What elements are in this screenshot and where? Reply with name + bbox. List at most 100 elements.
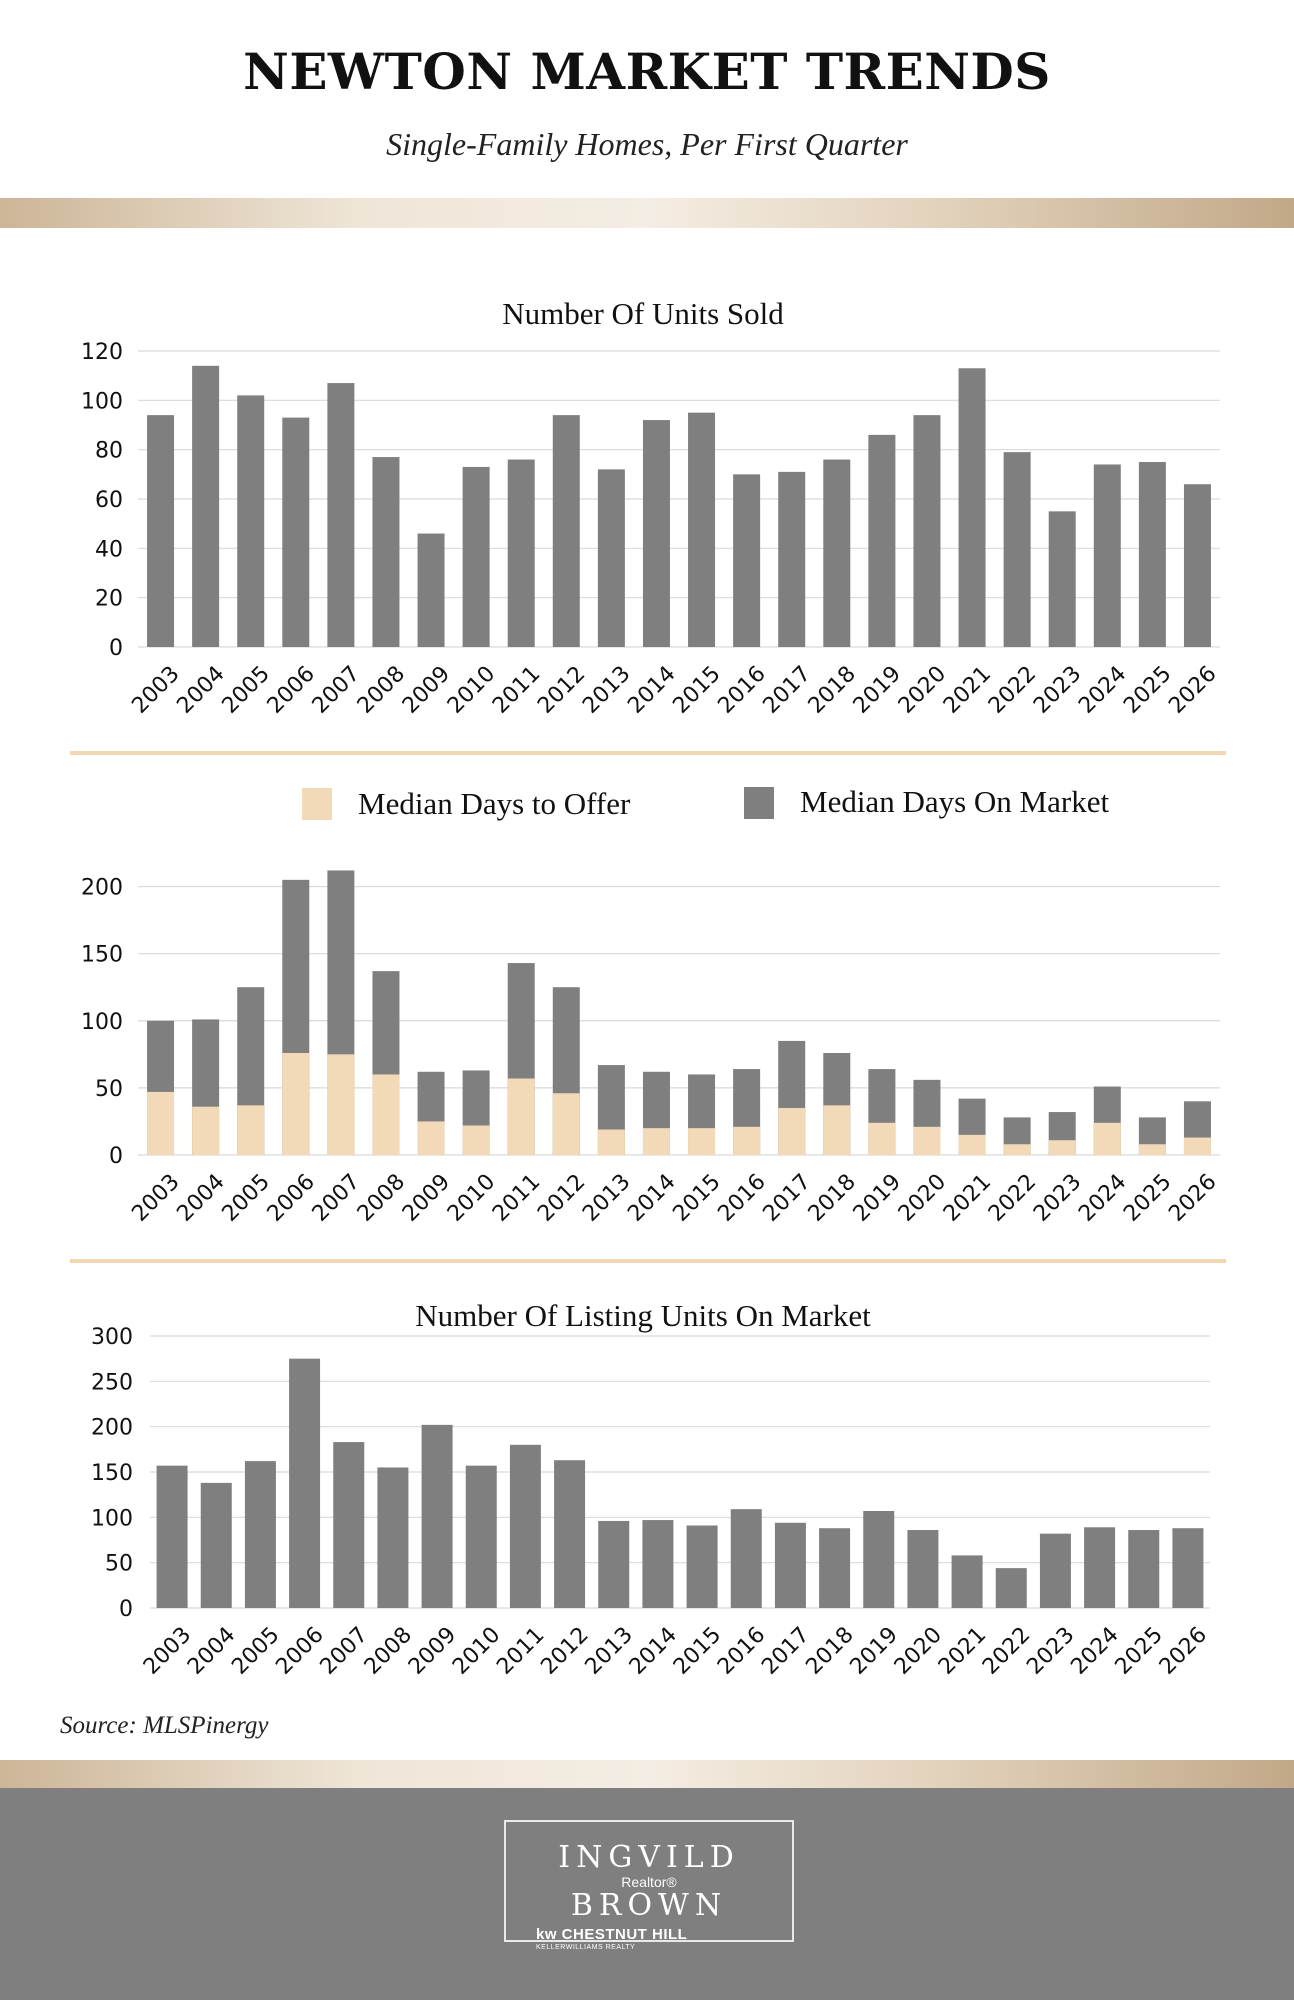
x-tick-label: 2012	[533, 1169, 590, 1226]
x-tick-label: 2005	[218, 661, 275, 718]
bar	[237, 395, 265, 647]
y-tick-label: 50	[105, 1552, 133, 1577]
x-tick-label: 2011	[488, 661, 545, 718]
x-tick-label: 2019	[849, 1169, 906, 1226]
x-tick-label: 2025	[1119, 661, 1176, 718]
x-tick-label: 2026	[1155, 1622, 1212, 1679]
x-tick-label: 2010	[448, 1622, 505, 1679]
bar	[995, 1568, 1027, 1608]
page-subtitle: Single-Family Homes, Per First Quarter	[386, 126, 908, 162]
bar	[200, 1482, 232, 1608]
bar-days-to-offer	[1093, 1122, 1121, 1155]
bar	[642, 1520, 674, 1608]
bar-days-to-offer	[282, 1052, 310, 1155]
x-tick-label: 2013	[578, 1169, 635, 1226]
bar	[1183, 484, 1211, 647]
x-tick-label: 2022	[978, 1622, 1035, 1679]
x-tick-label: 2013	[578, 661, 635, 718]
bar	[282, 417, 310, 647]
bar-days-to-offer	[733, 1126, 761, 1155]
footer	[0, 1788, 1294, 2000]
bar-days-to-offer	[597, 1129, 625, 1155]
y-tick-label: 150	[91, 1461, 133, 1486]
legend-swatch-days-on-market	[744, 787, 774, 819]
bar	[417, 533, 445, 647]
y-tick-label: 120	[81, 340, 123, 365]
bar	[1039, 1533, 1071, 1608]
units-sold-chart: Number Of Units Sold02040608010012020032…	[81, 296, 1222, 719]
y-tick-label: 0	[109, 1144, 123, 1169]
bar-days-to-offer	[778, 1108, 806, 1155]
bar	[730, 1509, 762, 1608]
bar	[819, 1528, 851, 1608]
bar	[554, 1460, 586, 1608]
bar-days-to-offer	[462, 1125, 490, 1155]
bar	[156, 1465, 188, 1608]
bar	[244, 1461, 276, 1608]
bar-days-to-offer	[417, 1121, 445, 1155]
x-tick-label: 2013	[581, 1622, 638, 1679]
bar	[951, 1555, 983, 1608]
x-tick-label: 2019	[849, 661, 906, 718]
y-tick-label: 200	[81, 876, 123, 901]
page-title: NEWTON MARKET TRENDS	[243, 42, 1051, 101]
x-tick-label: 2026	[1164, 1169, 1221, 1226]
x-tick-label: 2016	[713, 661, 770, 718]
x-tick-label: 2003	[139, 1622, 196, 1679]
bottom-decorative-band	[0, 1760, 1294, 1790]
y-tick-label: 100	[81, 389, 123, 414]
x-tick-label: 2007	[308, 1169, 365, 1226]
x-tick-label: 2006	[271, 1622, 328, 1679]
x-tick-label: 2012	[536, 1622, 593, 1679]
x-tick-label: 2016	[713, 1169, 770, 1226]
x-tick-label: 2009	[404, 1622, 461, 1679]
bar-days-to-offer	[823, 1105, 851, 1155]
x-tick-label: 2010	[443, 661, 500, 718]
x-tick-label: 2003	[127, 1169, 184, 1226]
x-tick-label: 2009	[398, 661, 455, 718]
x-tick-label: 2018	[801, 1622, 858, 1679]
bar	[333, 1442, 365, 1608]
x-tick-label: 2021	[939, 1169, 996, 1226]
bar-days-to-offer	[868, 1122, 896, 1155]
logo-first-name: INGVILD	[558, 1840, 740, 1875]
x-tick-label: 2023	[1022, 1622, 1079, 1679]
bar	[1093, 464, 1121, 647]
x-tick-label: 2022	[984, 661, 1041, 718]
bar-days-to-offer	[642, 1128, 670, 1155]
logo-last-name: BROWN	[570, 1888, 728, 1923]
y-tick-label: 80	[95, 439, 123, 464]
bar	[774, 1522, 806, 1608]
bar-days-to-offer	[147, 1091, 175, 1155]
bar	[289, 1358, 321, 1608]
y-tick-label: 0	[109, 636, 123, 661]
x-tick-label: 2014	[623, 1169, 680, 1226]
bar	[863, 1510, 895, 1608]
x-tick-label: 2014	[625, 1622, 682, 1679]
bar	[642, 420, 670, 647]
x-tick-label: 2024	[1074, 1169, 1131, 1226]
bar	[462, 466, 490, 647]
listing-units-chart: Number Of Listing Units On Market 0 50 100 1…	[91, 1298, 1212, 1680]
x-tick-label: 2011	[492, 1622, 549, 1679]
bar	[1138, 462, 1166, 647]
bar-days-to-offer	[237, 1105, 265, 1155]
y-tick-label: 20	[95, 587, 123, 612]
x-tick-label: 2003	[127, 661, 184, 718]
bar-days-to-offer	[192, 1106, 220, 1155]
bar	[733, 474, 761, 647]
brokerage-subtext: KELLERWILLIAMS REALTY	[536, 1944, 636, 1951]
x-tick-label: 2015	[669, 1622, 726, 1679]
bar	[1084, 1527, 1116, 1608]
logo-realtor-label: Realtor®	[621, 1874, 677, 1890]
x-tick-label: 2006	[263, 661, 320, 718]
y-tick-label: 100	[81, 1010, 123, 1035]
agent-logo: INGVILD Realtor® BROWN kw CHESTNUT HILL …	[504, 1820, 794, 1951]
x-tick-label: 2020	[894, 1169, 951, 1226]
x-tick-label: 2022	[984, 1169, 1041, 1226]
x-tick-label: 2021	[939, 661, 996, 718]
x-tick-label: 2017	[757, 1622, 814, 1679]
y-tick-label: 40	[95, 537, 123, 562]
x-tick-label: 2006	[263, 1169, 320, 1226]
bar	[509, 1444, 541, 1608]
